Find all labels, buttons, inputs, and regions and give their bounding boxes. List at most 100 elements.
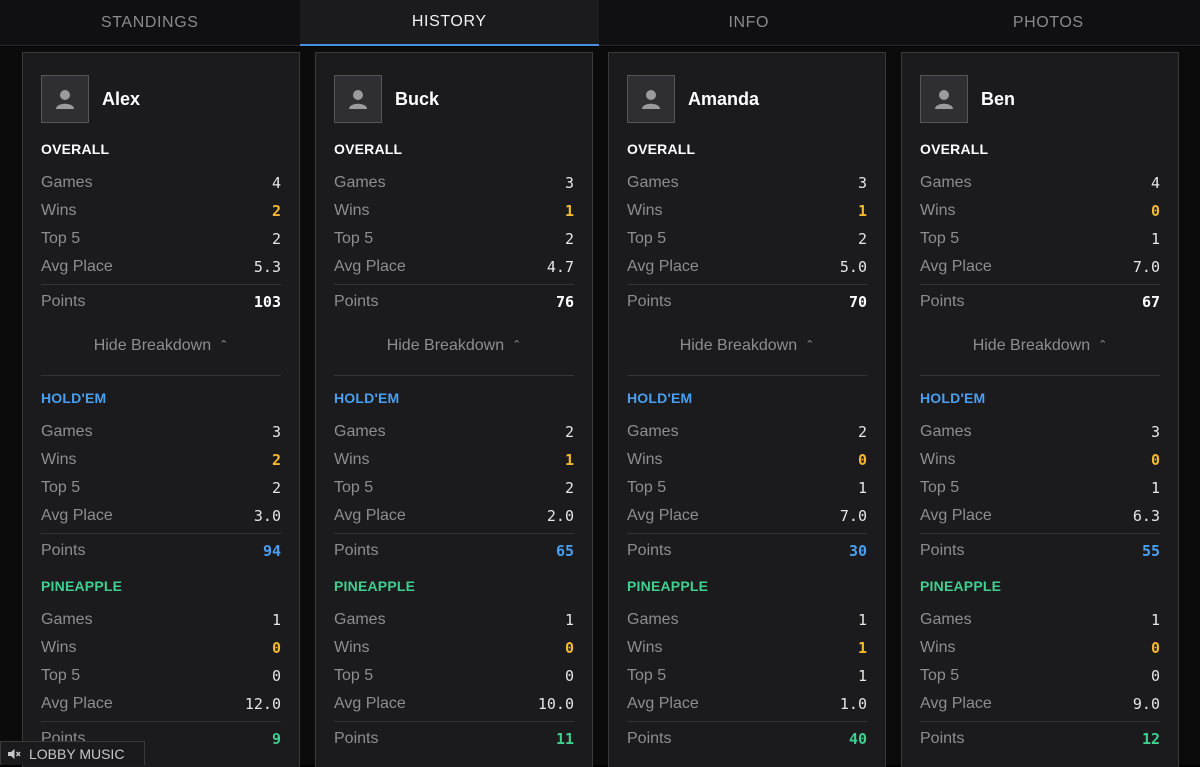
- tab-bar: STANDINGS HISTORY INFO PHOTOS: [0, 0, 1200, 46]
- stat-value: 6.3: [1132, 507, 1160, 525]
- divider: [334, 721, 574, 722]
- stat-label: Points: [334, 730, 379, 747]
- player-name: Buck: [395, 88, 440, 109]
- stat-label: Top 5: [920, 479, 960, 496]
- stat-value: 0: [857, 451, 867, 469]
- stat-label: Avg Place: [334, 258, 406, 275]
- chevron-up-icon: ⌃: [1098, 338, 1108, 351]
- stat-label: Points: [920, 542, 965, 559]
- player-card: Alex OVERALL Games 4 Wins 2 Top 5 2 Avg Place 5.3…: [22, 52, 300, 767]
- section-title-pineapple: PINEAPPLE: [627, 578, 709, 594]
- stat-label: Avg Place: [627, 258, 699, 275]
- stat-value: 1: [857, 639, 867, 657]
- stat-row-games: Games 1: [334, 606, 574, 634]
- tab-history[interactable]: HISTORY: [299, 0, 599, 46]
- stat-row-avg: Avg Place 5.3: [41, 253, 281, 281]
- stat-value: 0: [271, 639, 281, 657]
- stat-row-points: Points 11: [334, 724, 574, 754]
- user-icon: [54, 88, 76, 110]
- stat-row-wins: Wins 1: [334, 446, 574, 474]
- section-title-holdem: HOLD'EM: [41, 390, 107, 406]
- stat-value: 2.0: [546, 507, 574, 525]
- breakdown-label: Hide Breakdown: [386, 337, 505, 354]
- points-value: 9: [271, 730, 281, 748]
- points-value: 11: [555, 730, 574, 748]
- stat-value: 9.0: [1132, 695, 1160, 713]
- avatar: [920, 75, 968, 123]
- divider: [627, 375, 867, 376]
- chevron-up-icon: ⌃: [805, 338, 815, 351]
- history-panel: Alex OVERALL Games 4 Wins 2 Top 5 2 Avg Place 5.3…: [0, 47, 1200, 767]
- stat-value: 3: [271, 423, 281, 441]
- divider: [920, 721, 1160, 722]
- points-value: 12: [1141, 730, 1160, 748]
- stat-label: Top 5: [334, 230, 374, 247]
- stat-value: 2: [271, 230, 281, 248]
- stat-row-wins: Wins 0: [920, 634, 1160, 662]
- section-title-overall: OVERALL: [334, 141, 403, 157]
- player-name: Alex: [102, 88, 141, 109]
- stat-label: Wins: [920, 202, 956, 219]
- stat-row-games: Games 2: [627, 418, 867, 446]
- user-icon: [933, 88, 955, 110]
- stat-row-wins: Wins 1: [334, 197, 574, 225]
- player-header: Ben: [920, 53, 1160, 145]
- stat-row-points: Points 55: [920, 536, 1160, 566]
- section-title-overall: OVERALL: [41, 141, 110, 157]
- stat-label: Games: [334, 611, 386, 628]
- hide-breakdown-button[interactable]: Hide Breakdown ⌃: [41, 317, 281, 375]
- stat-row-wins: Wins 0: [334, 634, 574, 662]
- stat-value: 3: [1150, 423, 1160, 441]
- tab-standings[interactable]: STANDINGS: [100, 14, 199, 31]
- stat-row-wins: Wins 0: [920, 197, 1160, 225]
- divider: [41, 533, 281, 534]
- stat-value: 10.0: [537, 695, 574, 713]
- user-icon: [640, 88, 662, 110]
- stat-label: Wins: [334, 451, 370, 468]
- stat-label: Avg Place: [334, 695, 406, 712]
- stat-row-avg: Avg Place 7.0: [920, 253, 1160, 281]
- stat-label: Games: [334, 174, 386, 191]
- stat-label: Top 5: [627, 479, 667, 496]
- lobby-music-toggle[interactable]: LOBBY MUSIC: [0, 741, 145, 765]
- stat-row-avg: Avg Place 2.0: [334, 502, 574, 530]
- stat-row-avg: Avg Place 5.0: [627, 253, 867, 281]
- stat-row-top5: Top 5 1: [627, 662, 867, 690]
- tab-photos[interactable]: PHOTOS: [1012, 14, 1084, 31]
- stat-label: Games: [627, 174, 679, 191]
- stat-label: Games: [627, 611, 679, 628]
- stat-row-points: Points 70: [627, 287, 867, 317]
- points-value: 55: [1141, 542, 1160, 560]
- stat-value: 2: [857, 423, 867, 441]
- hide-breakdown-button[interactable]: Hide Breakdown ⌃: [920, 317, 1160, 375]
- stat-label: Points: [334, 293, 379, 310]
- stat-row-top5: Top 5 2: [627, 225, 867, 253]
- stat-row-games: Games 1: [627, 606, 867, 634]
- stat-row-top5: Top 5 2: [41, 474, 281, 502]
- divider: [920, 375, 1160, 376]
- stat-value: 2: [271, 479, 281, 497]
- tab-info[interactable]: INFO: [728, 14, 770, 31]
- stat-row-wins: Wins 1: [627, 197, 867, 225]
- section-title-holdem: HOLD'EM: [627, 390, 693, 406]
- lobby-music-label: LOBBY MUSIC: [29, 745, 125, 762]
- stat-row-games: Games 4: [41, 169, 281, 197]
- stat-row-top5: Top 5 2: [334, 225, 574, 253]
- stat-row-avg: Avg Place 12.0: [41, 690, 281, 718]
- stat-row-games: Games 3: [334, 169, 574, 197]
- stat-label: Points: [41, 293, 86, 310]
- stat-label: Games: [334, 423, 386, 440]
- stat-label: Wins: [334, 639, 370, 656]
- section-title-pineapple: PINEAPPLE: [920, 578, 1002, 594]
- breakdown-label: Hide Breakdown: [93, 337, 212, 354]
- hide-breakdown-button[interactable]: Hide Breakdown ⌃: [627, 317, 867, 375]
- hide-breakdown-button[interactable]: Hide Breakdown ⌃: [334, 317, 574, 375]
- stat-label: Top 5: [41, 667, 81, 684]
- stat-label: Wins: [627, 639, 663, 656]
- stat-label: Top 5: [627, 230, 667, 247]
- stat-row-points: Points 67: [920, 287, 1160, 317]
- stat-row-top5: Top 5 1: [920, 225, 1160, 253]
- points-value: 67: [1141, 293, 1160, 311]
- stat-value: 0: [564, 639, 574, 657]
- stat-value: 0: [564, 667, 574, 685]
